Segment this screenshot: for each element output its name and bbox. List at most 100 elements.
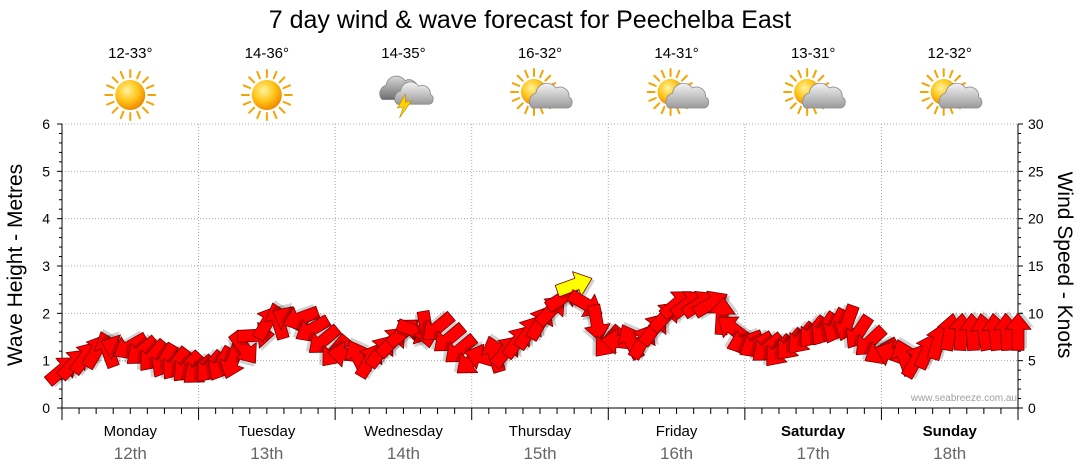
sun-ray: [948, 69, 954, 79]
sun-ray: [784, 82, 794, 87]
day-date: 15th: [523, 444, 556, 463]
wind-arrow: [1004, 311, 1034, 351]
day-name: Tuesday: [238, 423, 295, 440]
sun-icon: [240, 69, 293, 121]
sun-ray: [248, 106, 256, 114]
temperature-range: 14-35°: [381, 45, 425, 62]
sun-ray: [817, 74, 825, 82]
sun-ray: [516, 102, 524, 110]
sun-ray: [675, 69, 681, 79]
wind-arrow-body: [584, 303, 611, 342]
sun-ray: [145, 84, 155, 90]
sun-ray: [111, 106, 119, 114]
right-tick-label: 20: [1028, 211, 1044, 227]
left-tick-label: 4: [42, 211, 50, 227]
right-tick-label: 15: [1028, 258, 1044, 274]
right-axis-label: Wind Speed - Knots: [1053, 172, 1076, 359]
sun-ray: [653, 102, 661, 110]
partly-cloudy-icon: [646, 68, 710, 116]
sun-ray: [278, 76, 286, 84]
sun-ray: [278, 106, 286, 114]
sun-ray: [544, 74, 552, 82]
partly-cloudy-icon: [919, 68, 983, 116]
sun-ray: [511, 97, 521, 102]
day-weather: 14-35°: [379, 45, 434, 119]
day-date: 13th: [250, 444, 283, 463]
sun-ray: [926, 102, 934, 110]
weather-row: 12-33° 14-36° 14-35° 16-32° 14-31° 13-31° 12-3…: [104, 45, 983, 121]
sun-ray: [660, 105, 666, 115]
sun-ray: [954, 74, 961, 82]
right-tick-label: 0: [1028, 400, 1036, 416]
chart-title: 7 day wind & wave forecast for Peechelba…: [269, 6, 792, 34]
wind-arrow-body: [228, 329, 257, 364]
sun-ray: [272, 110, 278, 120]
wind-arrow: [708, 295, 739, 336]
sun-ray: [921, 82, 930, 87]
temperature-range: 13-31°: [791, 45, 835, 62]
sun-ray: [145, 100, 155, 106]
right-tick-label: 25: [1028, 163, 1044, 179]
sun-ray: [784, 97, 794, 102]
temperature-range: 12-33°: [108, 45, 152, 62]
left-tick-label: 3: [42, 258, 50, 274]
day-labels: Monday 12th Tuesday 13th Wednesday 14th Thursd…: [61, 408, 1019, 463]
sun-ray: [106, 100, 115, 106]
sun-ray: [142, 106, 149, 114]
wind-arrow-body: [1004, 312, 1032, 351]
wind-arrow: [582, 303, 611, 345]
cloud-shape: [802, 82, 846, 109]
sun-ray: [282, 84, 291, 90]
cloud-shape: [665, 82, 710, 109]
day-date: 12th: [114, 444, 147, 463]
day-weather: 14-31°: [646, 45, 710, 116]
right-tick-label: 5: [1028, 353, 1036, 369]
sun-ray: [789, 102, 797, 110]
temperature-range: 16-32°: [518, 45, 562, 62]
wind-arrow-body: [219, 341, 245, 379]
left-tick-label: 1: [42, 353, 50, 369]
temperature-range: 14-36°: [245, 45, 289, 62]
sun-ray: [511, 82, 521, 87]
sun-ray: [797, 105, 803, 115]
temperature-range: 14-31°: [654, 45, 698, 62]
temperature-range: 12-32°: [928, 45, 972, 62]
day-weather: 12-33°: [104, 45, 157, 121]
left-tick-label: 5: [42, 163, 50, 179]
right-axis: 0 5 10 15 20 25 30: [1018, 116, 1044, 416]
right-tick-label: 30: [1028, 116, 1044, 132]
left-axis-label: Wave Height - Metres: [4, 164, 27, 366]
sun-ray: [648, 97, 657, 102]
sun-ray: [660, 69, 666, 79]
sun-ray: [539, 69, 544, 79]
day-date: 14th: [387, 444, 420, 463]
sun-ray: [119, 110, 125, 120]
sun-ray: [248, 76, 256, 84]
sun-ray: [516, 74, 524, 82]
wind-arrow: [554, 271, 595, 299]
day-weather: 16-32°: [510, 45, 573, 116]
day-name: Saturday: [781, 423, 846, 440]
wind-arrow-body: [554, 271, 593, 298]
sun-ray: [921, 97, 930, 102]
sun-ray: [256, 70, 261, 80]
sun-ray: [136, 110, 141, 120]
sun-ray: [524, 69, 529, 79]
day-date: 17th: [797, 444, 830, 463]
cloud-shape: [938, 82, 983, 109]
sun-ray: [256, 110, 261, 120]
sun-ray: [680, 74, 688, 82]
wind-arrows: [43, 271, 1034, 388]
day-weather: 12-32°: [919, 45, 983, 116]
storm-cloud-icon: [379, 75, 434, 119]
cloud-shape: [529, 82, 573, 109]
day-date: 16th: [660, 444, 693, 463]
sun-ray: [812, 69, 817, 79]
sun-disc: [115, 80, 146, 110]
day-name: Thursday: [509, 423, 572, 440]
day-name: Sunday: [923, 423, 978, 440]
sun-ray: [524, 105, 529, 115]
left-tick-label: 2: [42, 305, 50, 321]
